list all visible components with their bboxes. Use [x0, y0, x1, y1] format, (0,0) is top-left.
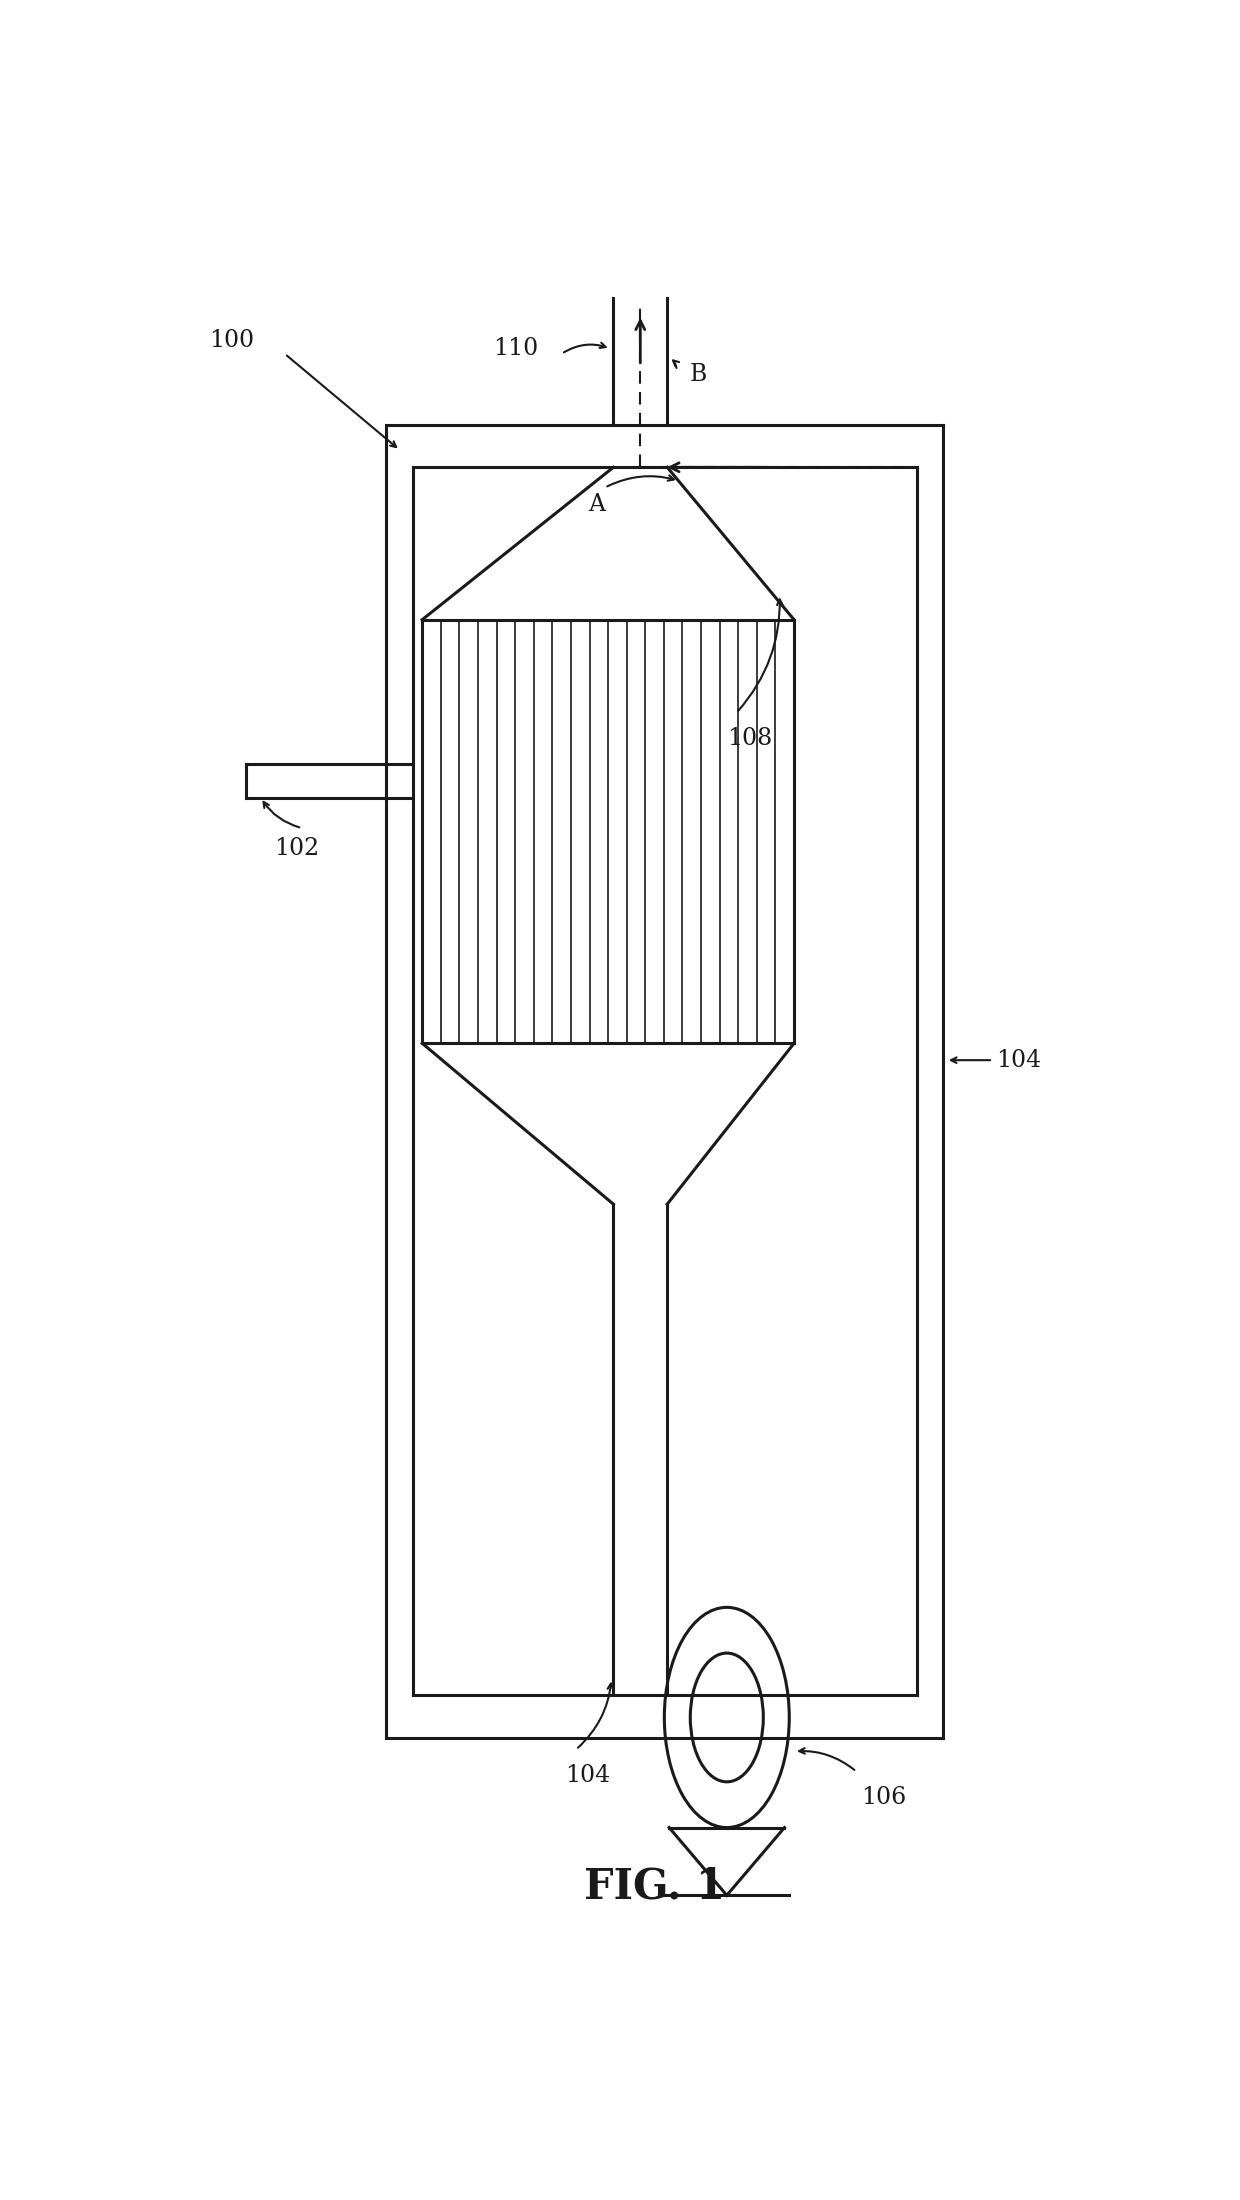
Text: 106: 106 — [862, 1786, 906, 1808]
Text: A: A — [589, 493, 605, 517]
Text: FIG. 1: FIG. 1 — [584, 1866, 725, 1907]
Text: B: B — [689, 363, 707, 385]
Text: 100: 100 — [210, 328, 254, 352]
Text: 104: 104 — [996, 1049, 1042, 1071]
Text: 104: 104 — [565, 1764, 610, 1786]
Text: 108: 108 — [727, 726, 773, 750]
Text: 110: 110 — [492, 337, 538, 361]
Text: 102: 102 — [274, 836, 320, 860]
